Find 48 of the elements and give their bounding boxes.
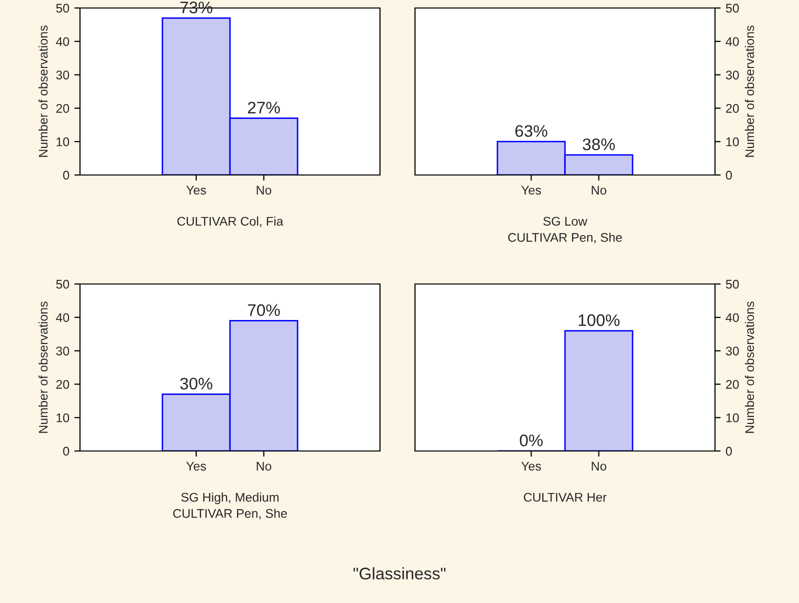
y-tick-label: 40: [56, 313, 70, 322]
y-tick-label: 0: [63, 170, 70, 180]
y-tick-label: 30: [56, 70, 70, 80]
y2-tick-label: 30: [726, 346, 739, 356]
y-tick-label: 0: [63, 446, 70, 456]
x-tick-label: Yes: [186, 186, 206, 195]
annotation: 38%: [582, 138, 615, 150]
x-tick-label: No: [256, 462, 272, 471]
annotation: 27%: [248, 102, 280, 114]
x-tick-label: No: [592, 462, 606, 471]
y2-tick-label: 10: [726, 137, 739, 146]
x-axis-title: CULTIVAR Col, Fia: [177, 216, 284, 228]
annotation: 100%: [578, 314, 620, 326]
y2-tick-label: 30: [726, 70, 739, 80]
x-axis-title: CULTIVAR Her: [524, 492, 607, 502]
x-tick-label: No: [256, 186, 272, 195]
y2-tick-label: 50: [726, 280, 739, 289]
annotation: 30%: [180, 378, 212, 390]
annotation: 0%: [520, 434, 543, 446]
y2-axis-title: Number of observations: [744, 302, 754, 433]
x-axis-title: SG High, Medium CULTIVAR Pen, She: [173, 492, 287, 520]
y-tick-label: 30: [56, 346, 70, 356]
text: "Glassiness": [354, 567, 446, 580]
y-axis-title: Number of observations: [38, 26, 48, 157]
y2-tick-label: 0: [726, 170, 732, 180]
y2-axis-title: Number of observations: [744, 26, 754, 157]
y2-tick-label: 40: [726, 313, 739, 322]
x-tick-label: Yes: [186, 462, 206, 471]
y2-tick-label: 50: [726, 4, 739, 13]
annotation: 63%: [515, 125, 548, 137]
y2-tick-label: 0: [726, 446, 732, 456]
y-tick-label: 10: [56, 137, 70, 146]
y2-tick-label: 10: [726, 413, 739, 422]
y-tick-label: 20: [56, 380, 70, 389]
x-tick-label: Yes: [521, 462, 541, 471]
y2-tick-label: 20: [726, 380, 739, 389]
x-axis-title: SG Low CULTIVAR Pen, She: [508, 216, 622, 244]
y-tick-label: 10: [56, 413, 70, 422]
y-tick-label: 40: [56, 37, 70, 46]
y-axis-title: Number of observations: [38, 302, 48, 433]
y-tick-label: 50: [56, 280, 70, 289]
annotation: 70%: [248, 304, 280, 316]
y2-tick-label: 20: [726, 104, 739, 113]
x-tick-label: Yes: [521, 186, 541, 195]
y-tick-label: 50: [56, 4, 70, 13]
y2-tick-label: 40: [726, 37, 739, 46]
x-tick-label: No: [592, 186, 606, 195]
y-tick-label: 20: [56, 104, 70, 113]
